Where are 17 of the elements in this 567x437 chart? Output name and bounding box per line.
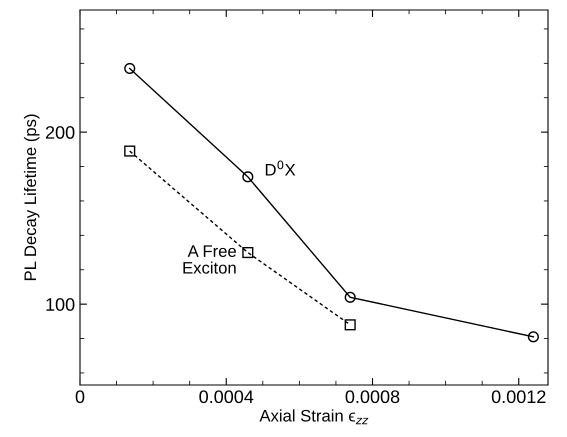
point [528,331,539,342]
y-tick-label: 200 [46,126,74,139]
x-tick-label: 0 [76,390,84,404]
point [242,246,254,258]
x-tick-label: 0.0004 [199,390,254,404]
y-axis-title: PL Decay Lifetime (ps) [24,114,40,280]
y-tick-label: 100 [46,298,74,311]
point [344,319,356,330]
point [124,62,136,74]
series-label: A Free Exciton [183,245,236,274]
x-axis-title: Axial Strain ϵ$_{zz}$ [259,409,368,424]
x-tick-label: 0.0012 [492,390,546,404]
x-tick-label: 0.0008 [346,390,400,404]
point [242,171,254,182]
point [124,146,136,157]
series-label: D$^{0}$X [266,160,296,176]
point [344,292,356,303]
